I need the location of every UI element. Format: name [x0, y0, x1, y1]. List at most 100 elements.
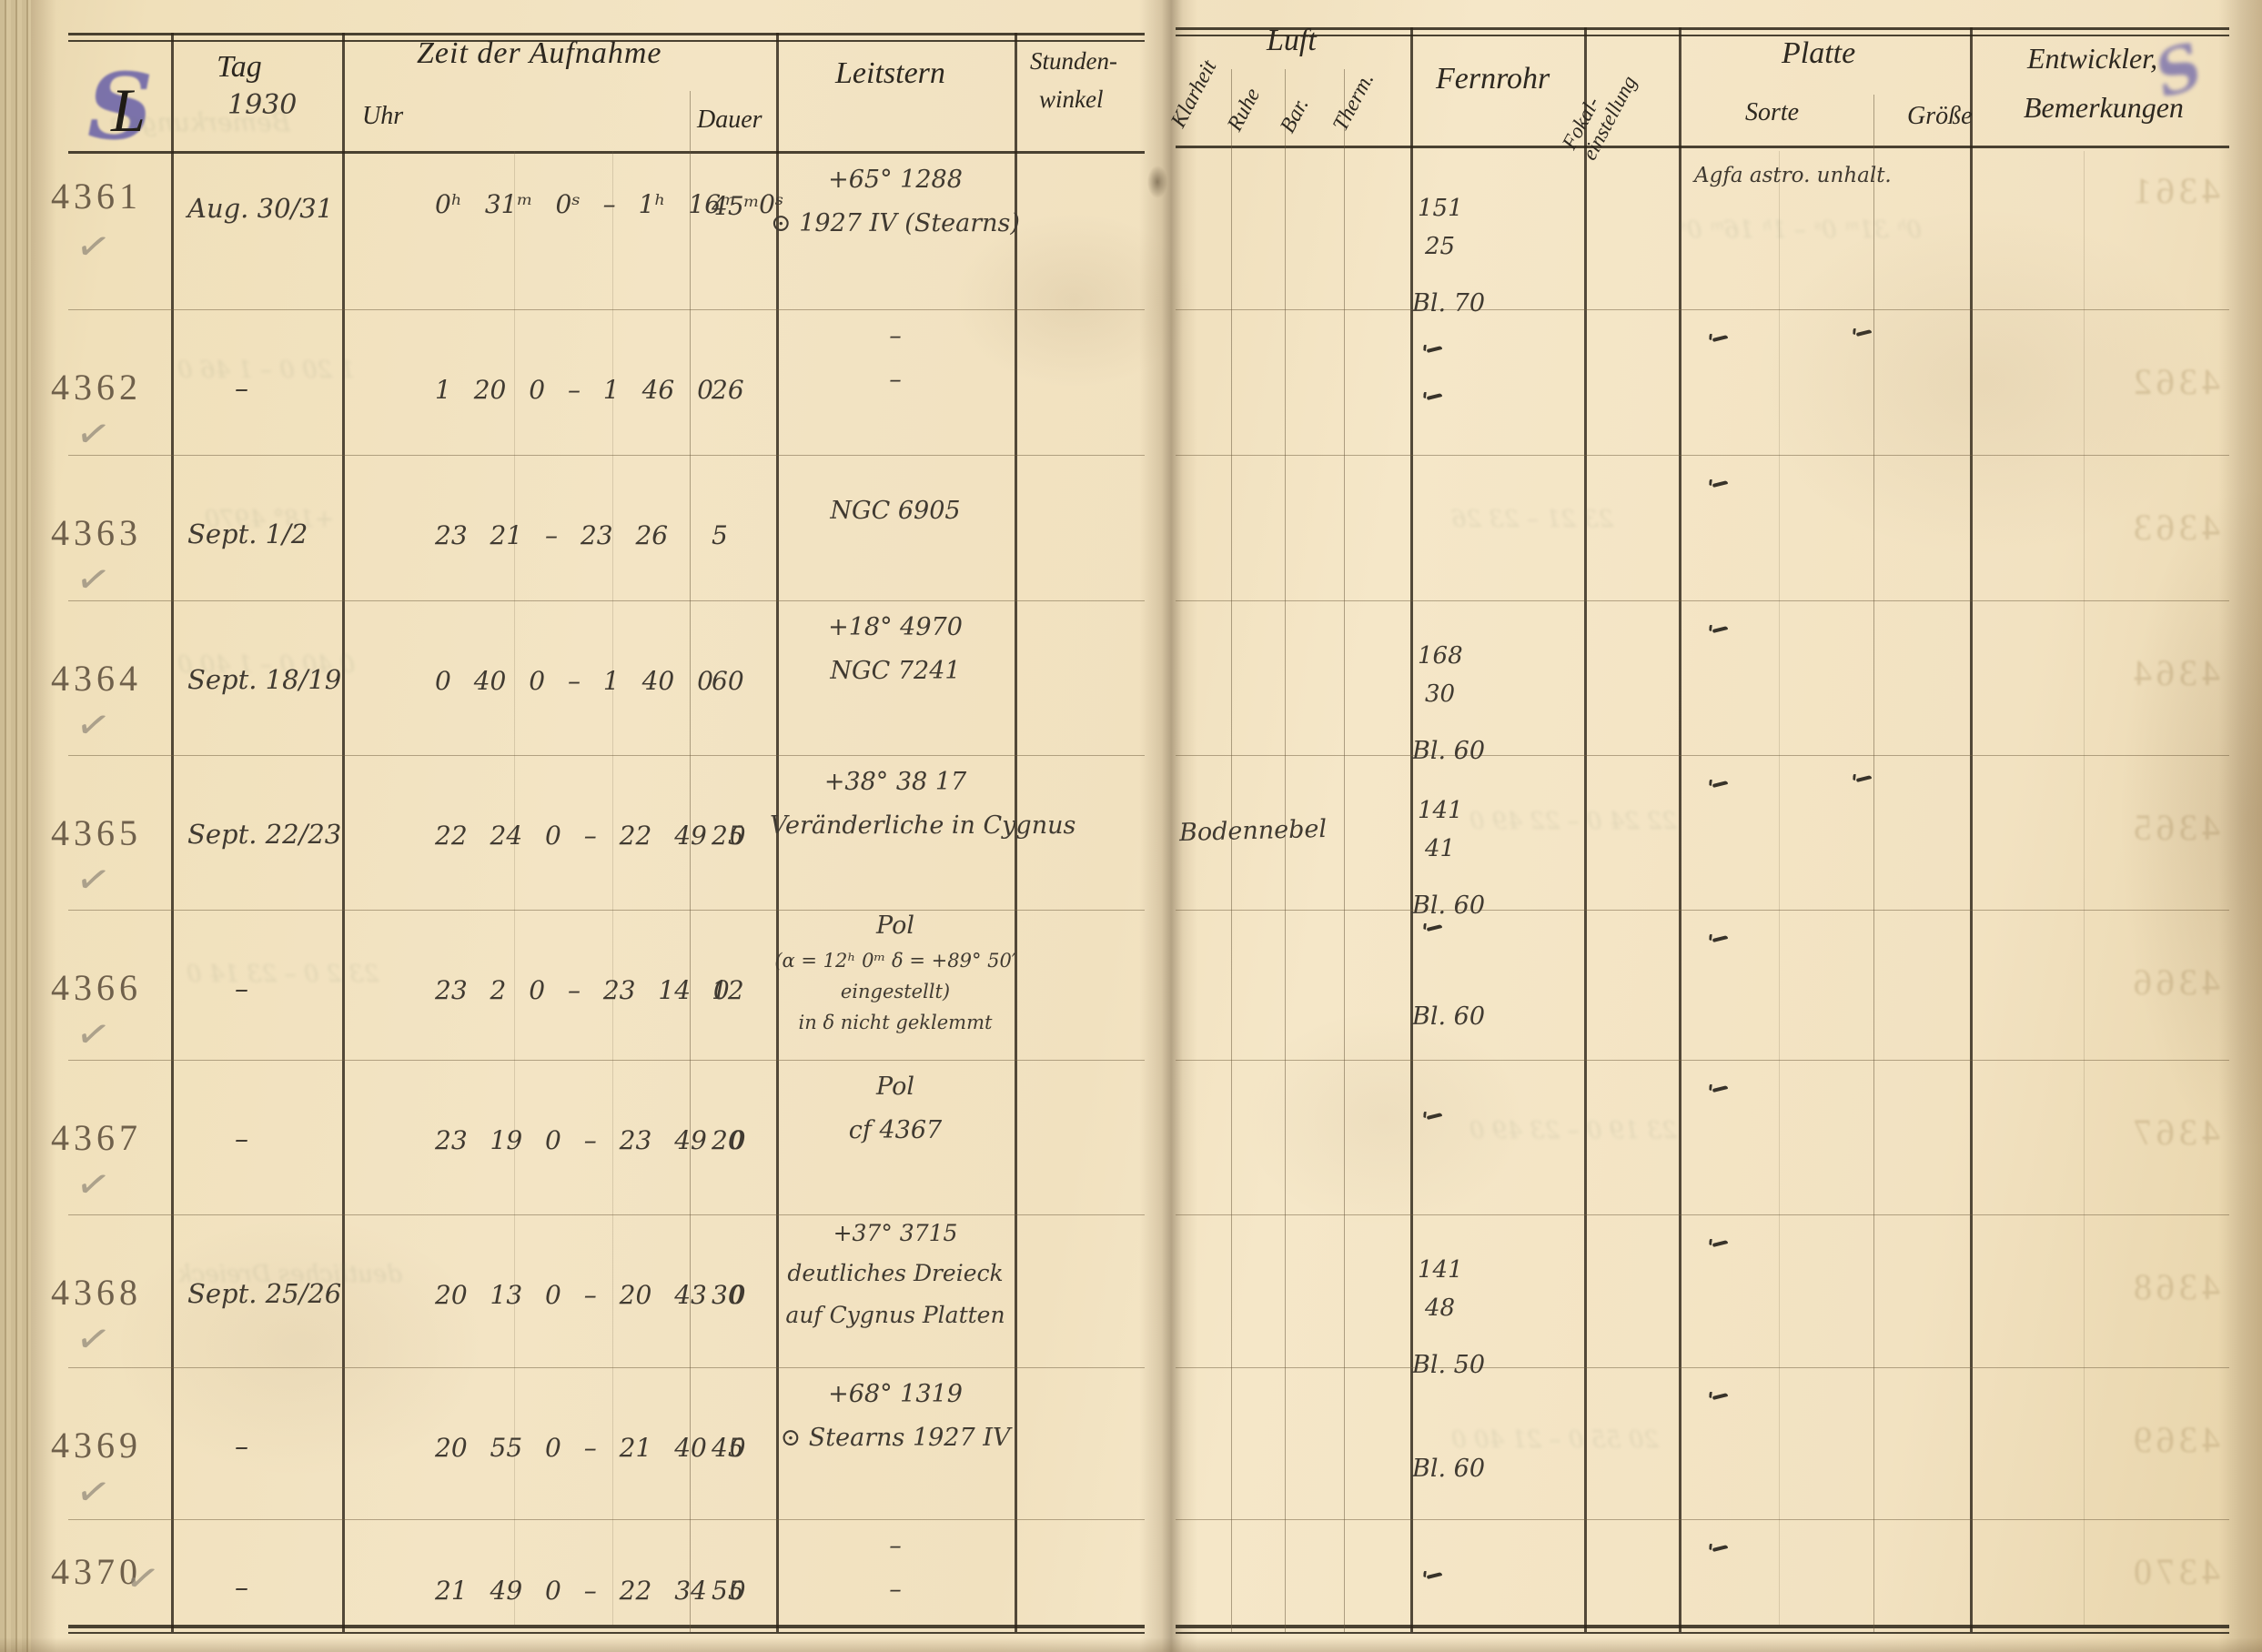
- cell-uhr: 20 13 0 – 20 43 0: [435, 1280, 746, 1310]
- cell-fernrohr-value: 30: [1425, 680, 1456, 708]
- header-fokaleinstellung: Fokal- einstellung: [1558, 61, 1641, 164]
- ditto-tick: [1426, 1572, 1443, 1579]
- bleedthrough-ghost: 1 20 0 – 1 46 0: [177, 357, 355, 384]
- header-stundenwinkel-2: winkel: [1039, 86, 1104, 113]
- ditto-tick: [1712, 935, 1729, 942]
- cell-leitstern-line: Veränderliche in Cygnus: [770, 811, 1076, 840]
- row-separator: [68, 600, 1145, 601]
- cell-leitstern-line: +68° 1319: [828, 1380, 963, 1408]
- row-number: 4368: [51, 1272, 142, 1313]
- cell-uhr: 21 49 0 – 22 34 0: [435, 1576, 746, 1606]
- col-line-luft-fernrohr: [1410, 27, 1413, 1632]
- header-sorte: Sorte: [1745, 98, 1800, 126]
- bleedthrough-ghost: 23 21 – 23 26: [1451, 506, 1614, 533]
- cell-leitstern-line: +65° 1288: [828, 166, 963, 194]
- cell-fernrohr-value: 168: [1418, 642, 1463, 670]
- row-separator: [1176, 455, 2229, 456]
- cell-tag: Sept. 18/19: [187, 664, 342, 695]
- header-entwickler: Entwickler,: [2027, 42, 2158, 75]
- cell-leitstern-line: –: [889, 1532, 902, 1560]
- bottom-rule-right-a: [1176, 1625, 2229, 1628]
- header-ruhe: Ruhe: [1223, 84, 1266, 136]
- page-edge-bottom: [0, 1637, 2262, 1652]
- header-groesse: Größe: [1907, 102, 1973, 130]
- cell-leitstern-line: auf Cygnus Platten: [785, 1302, 1005, 1328]
- header-leitstern: Leitstern: [835, 56, 945, 90]
- cell-uhr: 23 2 0 – 23 14 0: [435, 975, 730, 1005]
- row-number: 4366: [51, 967, 142, 1008]
- header-rule-right: [1176, 146, 2229, 148]
- header-luft: Luft: [1267, 24, 1317, 57]
- cell-leitstern-line: +38° 38 17: [823, 768, 967, 796]
- ditto-tick: [1712, 1393, 1729, 1400]
- cell-tag: –: [235, 1431, 248, 1463]
- bleedthrough-number: 4366: [2129, 962, 2220, 1002]
- header-bar: Bar.: [1276, 94, 1314, 137]
- cell-uhr: 0 40 0 – 1 40 0: [435, 666, 713, 696]
- cell-fernrohr-blende: Bl. 60: [1412, 1002, 1485, 1031]
- top-rule-right-a: [1176, 27, 2229, 30]
- cell-dauer: 20: [712, 1125, 744, 1155]
- row-separator: [1176, 1367, 2229, 1368]
- row-number: 4361: [51, 176, 142, 217]
- bleed-line-2: [612, 151, 613, 1625]
- cell-dauer: 60: [712, 666, 744, 696]
- cell-fernrohr-value: 141: [1418, 797, 1463, 824]
- ditto-tick: [1712, 626, 1729, 633]
- ditto-tick: [1712, 1545, 1729, 1552]
- row-separator: [1176, 600, 2229, 601]
- ditto-tick: [1426, 924, 1443, 932]
- cell-dauer: 26: [712, 375, 744, 405]
- row-separator: [68, 910, 1145, 911]
- row-number: 4364: [51, 658, 142, 699]
- cell-leitstern-line: NGC 6905: [830, 497, 961, 525]
- cell-tag: –: [235, 1123, 248, 1155]
- ditto-tick: [1426, 1113, 1443, 1120]
- ditto-tick: [1712, 1240, 1729, 1247]
- cell-uhr: 22 24 0 – 22 49 0: [435, 821, 746, 851]
- cell-tag: –: [235, 1572, 248, 1604]
- cell-sorte: Agfa astro. unhalt.: [1694, 164, 1892, 187]
- header-dauer: Dauer: [697, 106, 762, 134]
- ditto-tick: [1712, 781, 1729, 788]
- col-line-platte-entwickler: [1970, 27, 1973, 1632]
- bleedthrough-number: 4363: [2129, 507, 2220, 548]
- cell-leitstern-line: –: [889, 366, 902, 394]
- cell-leitstern-line: ⊙ Stearns 1927 IV: [780, 1424, 1011, 1452]
- header-rule-left: [68, 151, 1145, 154]
- cell-leitstern-line: –: [889, 1576, 902, 1604]
- ditto-tick: [1712, 1085, 1729, 1093]
- ditto-tick: [1855, 329, 1873, 337]
- cell-fernrohr-value: 141: [1418, 1256, 1463, 1284]
- cell-dauer: 25: [712, 821, 744, 851]
- bleedthrough-ghost: 23 19 0 – 23 49 0: [1469, 1117, 1678, 1144]
- book-edge-left: [0, 0, 31, 1652]
- row-separator: [68, 755, 1145, 756]
- cell-uhr: 1 20 0 – 1 46 0: [435, 375, 713, 405]
- ditto-tick: [1855, 775, 1873, 782]
- cell-uhr: 20 55 0 – 21 40 0: [435, 1433, 746, 1463]
- cell-dauer: 12: [712, 975, 744, 1005]
- cell-fernrohr-blende: Bl. 60: [1412, 891, 1485, 920]
- col-line-fokal-platte: [1679, 27, 1681, 1632]
- bleed-line-4: [2084, 151, 2085, 1625]
- row-separator: [68, 1214, 1145, 1215]
- bottom-rule-left-a: [68, 1625, 1145, 1628]
- header-zeit-der-aufnahme: Zeit der Aufnahme: [417, 36, 662, 70]
- row-number: 4365: [51, 812, 142, 853]
- cell-leitstern-line: (α = 12ʰ 0ᵐ δ = +89° 50′: [774, 950, 1016, 972]
- col-line-sorte-groesse: [1873, 95, 1874, 1632]
- bleedthrough-number: 4369: [2129, 1419, 2220, 1460]
- pencil-checkmark: ✓: [72, 1466, 115, 1519]
- cell-dauer: 30: [712, 1280, 744, 1310]
- bleedthrough-number: 4362: [2129, 361, 2220, 402]
- bleedthrough-number: 4368: [2129, 1266, 2220, 1307]
- cell-uhr: 23 21 – 23 26: [435, 520, 669, 550]
- cell-tag: Sept. 25/26: [187, 1278, 342, 1309]
- luft-line-1: [1231, 69, 1232, 1632]
- cell-leitstern-line: Pol: [876, 1073, 914, 1101]
- bottom-rule-right-b: [1176, 1632, 2229, 1634]
- cell-fernrohr-blende: Bl. 70: [1412, 289, 1485, 317]
- cell-leitstern-line: ⊙ 1927 IV (Stearns): [771, 209, 1020, 237]
